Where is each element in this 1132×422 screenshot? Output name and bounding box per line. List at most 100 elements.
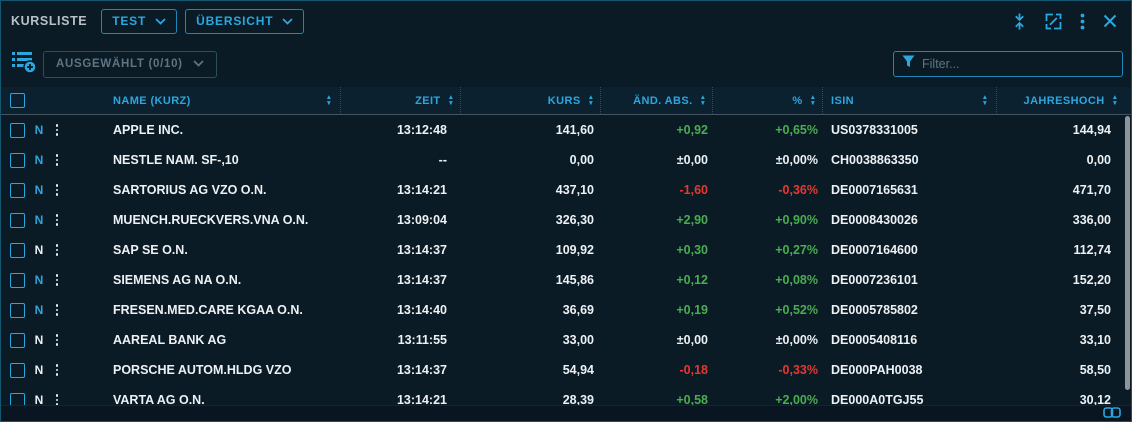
sort-icon[interactable]: ▲ ▼	[1111, 94, 1118, 107]
quote-time: 13:14:40	[396, 303, 447, 317]
year-high: 30,12	[1079, 393, 1111, 405]
table-row: N NESTLE NAM. SF-,10 -- 0,00 ±0,00 ±0,00…	[1, 145, 1131, 175]
row-checkbox[interactable]	[10, 302, 25, 318]
vertical-scrollbar[interactable]	[1125, 116, 1130, 390]
chevron-down-icon	[282, 14, 293, 28]
new-flag: N	[34, 303, 44, 317]
change-absolute: +0,19	[676, 303, 708, 317]
row-checkbox[interactable]	[10, 152, 25, 168]
row-menu-icon[interactable]	[52, 362, 63, 378]
row-menu-icon[interactable]	[52, 182, 63, 198]
year-high: 336,00	[1072, 213, 1111, 227]
year-high: 152,20	[1072, 273, 1111, 287]
view-select-dropdown[interactable]: ÜBERSICHT	[185, 8, 305, 34]
change-percent: ±0,00%	[775, 153, 818, 167]
change-absolute: +0,58	[676, 393, 708, 405]
filter-box	[893, 51, 1123, 77]
row-checkbox[interactable]	[10, 392, 25, 405]
kebab-menu-icon[interactable]	[1078, 11, 1087, 32]
list-select-label: TEST	[112, 14, 147, 28]
instrument-name[interactable]: VARTA AG O.N.	[113, 393, 205, 405]
isin: DE0007236101	[831, 273, 918, 287]
change-absolute: +0,12	[676, 273, 708, 287]
row-checkbox[interactable]	[10, 242, 25, 258]
close-icon[interactable]	[1101, 12, 1119, 30]
row-menu-icon[interactable]	[52, 272, 63, 288]
selected-instruments-dropdown[interactable]: AUSGEWÄHLT (0/10)	[43, 50, 217, 78]
change-absolute: ±0,00	[676, 333, 708, 347]
isin: DE0005408116	[831, 333, 918, 347]
column-header-kurs[interactable]: KURS ▲ ▼	[461, 87, 601, 114]
instrument-name[interactable]: NESTLE NAM. SF-,10	[113, 153, 239, 167]
instrument-name[interactable]: SIEMENS AG NA O.N.	[113, 273, 242, 287]
quote-time: 13:14:37	[396, 363, 447, 377]
row-menu-icon[interactable]	[52, 302, 63, 318]
row-menu-icon[interactable]	[52, 212, 63, 228]
table-row: N PORSCHE AUTOM.HLDG VZO 13:14:37 54,94 …	[1, 355, 1131, 385]
link-icon[interactable]	[1103, 406, 1121, 421]
sort-icon[interactable]: ▲ ▼	[699, 94, 706, 107]
price: 36,69	[562, 303, 594, 317]
sort-icon[interactable]: ▲ ▼	[325, 94, 332, 107]
isin: DE0008430026	[831, 213, 918, 227]
isin: DE000A0TGJ55	[831, 393, 924, 405]
column-header-name[interactable]: NAME (KURZ) ▲ ▼	[67, 87, 341, 114]
year-high: 0,00	[1086, 153, 1111, 167]
sort-icon[interactable]: ▲ ▼	[587, 94, 594, 107]
column-header-zeit[interactable]: ZEIT ▲ ▼	[341, 87, 461, 114]
column-header-isin[interactable]: ISIN ▲ ▼	[823, 87, 997, 114]
change-absolute: -1,60	[679, 183, 709, 197]
column-header-pct[interactable]: % ▲ ▼	[713, 87, 823, 114]
instrument-name[interactable]: SARTORIUS AG VZO O.N.	[113, 183, 267, 197]
row-checkbox[interactable]	[10, 362, 25, 378]
price: 141,60	[555, 123, 594, 137]
column-header-jahreshoch[interactable]: JAHRESHOCH ▲ ▼	[1023, 94, 1118, 107]
widget-title: KURSLISTE	[11, 14, 88, 28]
quote-time: 13:14:37	[396, 243, 447, 257]
row-menu-icon[interactable]	[52, 392, 63, 405]
year-high: 58,50	[1079, 363, 1111, 377]
row-menu-icon[interactable]	[52, 122, 63, 138]
collapse-vertical-icon[interactable]	[1010, 11, 1029, 32]
titlebar: KURSLISTE TEST ÜBERSICHT	[1, 1, 1131, 41]
row-checkbox[interactable]	[10, 182, 25, 198]
sort-icon[interactable]: ▲ ▼	[981, 94, 988, 107]
expand-icon[interactable]	[1043, 11, 1064, 32]
quote-time: 13:09:04	[396, 213, 447, 227]
sort-icon[interactable]: ▲ ▼	[447, 94, 454, 107]
instrument-name[interactable]: SAP SE O.N.	[113, 243, 188, 257]
change-percent: +0,08%	[775, 273, 818, 287]
instrument-name[interactable]: FRESEN.MED.CARE KGAA O.N.	[113, 303, 303, 317]
quote-time: 13:14:37	[396, 273, 447, 287]
list-select-dropdown[interactable]: TEST	[101, 8, 178, 34]
price: 109,92	[555, 243, 594, 257]
row-checkbox[interactable]	[10, 212, 25, 228]
select-all-checkbox[interactable]	[10, 93, 25, 108]
instrument-name[interactable]: AAREAL BANK AG	[113, 333, 227, 347]
price: 326,30	[555, 213, 594, 227]
row-menu-icon[interactable]	[52, 332, 63, 348]
quote-time: 13:11:55	[397, 333, 447, 347]
add-to-list-icon[interactable]	[11, 50, 37, 79]
instrument-name[interactable]: APPLE INC.	[113, 123, 184, 137]
isin: US0378331005	[831, 123, 918, 137]
row-menu-icon[interactable]	[52, 242, 63, 258]
filter-input[interactable]	[922, 57, 1114, 71]
instrument-name[interactable]: MUENCH.RUECKVERS.VNA O.N.	[113, 213, 309, 227]
new-flag: N	[34, 333, 44, 347]
quote-time: 13:12:48	[396, 123, 447, 137]
row-checkbox[interactable]	[10, 122, 25, 138]
column-header-abs[interactable]: ÄND. ABS. ▲ ▼	[601, 87, 713, 114]
row-checkbox[interactable]	[10, 272, 25, 288]
row-menu-icon[interactable]	[52, 152, 63, 168]
table-header: NAME (KURZ) ▲ ▼ ZEIT ▲ ▼ KURS ▲ ▼ ÄND. ABS.…	[1, 87, 1131, 115]
table-row: N VARTA AG O.N. 13:14:21 28,39 +0,58 +2,…	[1, 385, 1131, 405]
new-flag: N	[34, 153, 44, 167]
new-flag: N	[34, 123, 44, 137]
quote-time: 13:14:21	[396, 183, 447, 197]
table-row: N SIEMENS AG NA O.N. 13:14:37 145,86 +0,…	[1, 265, 1131, 295]
instrument-name[interactable]: PORSCHE AUTOM.HLDG VZO	[113, 363, 292, 377]
sort-icon[interactable]: ▲ ▼	[809, 94, 816, 107]
row-checkbox[interactable]	[10, 332, 25, 348]
